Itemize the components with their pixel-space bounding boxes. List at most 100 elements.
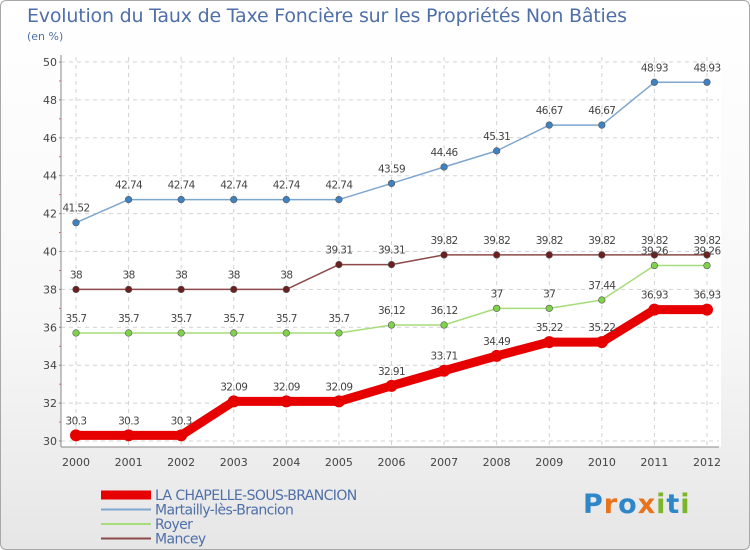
data-label: 42.74 [273, 180, 301, 192]
data-label: 37 [491, 288, 503, 300]
x-tick-label: 2012 [693, 456, 721, 469]
x-tick-label: 2006 [378, 456, 406, 469]
data-point [177, 285, 185, 294]
data-label: 38 [228, 269, 240, 281]
data-point [385, 379, 398, 392]
data-label: 39.82 [641, 235, 668, 247]
data-point [124, 195, 133, 204]
y-tick-label: 48 [43, 94, 57, 107]
data-label: 45.31 [483, 131, 510, 143]
x-tick-label: 2000 [62, 456, 90, 469]
data-point [230, 195, 238, 204]
data-label: 48.93 [641, 62, 668, 74]
data-point [72, 329, 80, 337]
x-tick-label: 2007 [430, 456, 458, 469]
data-point [122, 429, 135, 442]
y-tick-label: 34 [43, 359, 57, 372]
y-tick-label: 40 [43, 246, 57, 259]
data-label: 33.71 [431, 351, 458, 363]
data-point [175, 429, 188, 442]
data-label: 39.82 [588, 235, 615, 247]
data-label: 43.59 [378, 163, 405, 175]
data-label: 38 [280, 269, 292, 281]
x-tick-label: 2004 [272, 456, 300, 469]
data-point [124, 329, 133, 337]
data-point [648, 303, 661, 316]
brand-letter: o [618, 489, 638, 520]
unit-label: (en %) [27, 30, 64, 43]
data-point [493, 147, 501, 155]
data-point [387, 321, 396, 329]
y-tick-label: 36 [43, 321, 57, 334]
data-point [440, 163, 448, 171]
data-label: 32.91 [378, 366, 405, 378]
data-point [335, 260, 343, 269]
brand-letter: i [680, 489, 691, 520]
data-label: 46.67 [588, 105, 615, 117]
data-label: 39.31 [325, 245, 352, 257]
data-point [124, 285, 133, 294]
data-label: 35.7 [118, 313, 139, 325]
x-tick-label: 2011 [640, 456, 668, 469]
data-point [177, 329, 185, 337]
data-point [230, 285, 238, 294]
x-tick-label: 2009 [535, 456, 563, 469]
data-label: 42.74 [115, 180, 143, 192]
x-tick-label: 2001 [115, 456, 143, 469]
data-point [543, 336, 556, 349]
data-point [440, 321, 448, 329]
data-label: 42.74 [220, 180, 248, 192]
data-label: 38 [70, 269, 82, 281]
data-label: 41.52 [62, 203, 89, 215]
data-point [545, 121, 553, 129]
data-point [595, 336, 608, 349]
x-tick-label: 2005 [325, 456, 353, 469]
brand-letter: i [656, 489, 667, 520]
data-label: 30.3 [118, 415, 139, 427]
data-label: 38 [122, 269, 134, 281]
data-point [650, 251, 659, 259]
data-point [440, 251, 448, 259]
data-point [650, 261, 659, 270]
legend-label: Royer [155, 517, 193, 533]
data-point [387, 179, 396, 188]
data-label: 37.44 [588, 280, 616, 292]
brand-letter: x [637, 489, 657, 520]
data-point [282, 285, 290, 294]
data-point [280, 395, 293, 408]
brand-letter: r [603, 489, 619, 520]
y-tick-label: 42 [43, 208, 57, 221]
data-label: 35.7 [171, 313, 192, 325]
data-label: 46.67 [536, 105, 563, 117]
data-point [332, 395, 345, 408]
data-point [701, 303, 713, 316]
data-point [598, 121, 606, 129]
data-label: 36.93 [641, 290, 668, 302]
data-point [72, 285, 80, 294]
data-label: 35.22 [588, 322, 615, 334]
data-point [493, 304, 501, 312]
data-label: 39.26 [693, 246, 721, 258]
y-tick-label: 30 [43, 435, 57, 448]
x-tick-label: 2008 [483, 456, 511, 469]
data-point [335, 329, 343, 337]
data-label: 39.82 [483, 235, 510, 247]
data-point [703, 251, 711, 259]
data-point [650, 78, 659, 86]
data-label: 39.82 [431, 235, 458, 247]
legend-label: Martailly-lès-Brancion [155, 503, 293, 519]
data-point [545, 251, 553, 259]
data-label: 30.3 [66, 415, 87, 427]
data-point [70, 429, 82, 442]
data-label: 39.82 [693, 235, 720, 247]
data-label: 30.3 [171, 415, 192, 427]
data-label: 35.7 [66, 313, 87, 325]
data-point [598, 296, 606, 304]
data-point [598, 251, 606, 259]
data-label: 42.74 [325, 180, 353, 192]
data-label: 48.93 [693, 62, 720, 74]
data-label: 38 [175, 269, 187, 281]
data-point [490, 349, 503, 362]
data-point [703, 78, 711, 86]
